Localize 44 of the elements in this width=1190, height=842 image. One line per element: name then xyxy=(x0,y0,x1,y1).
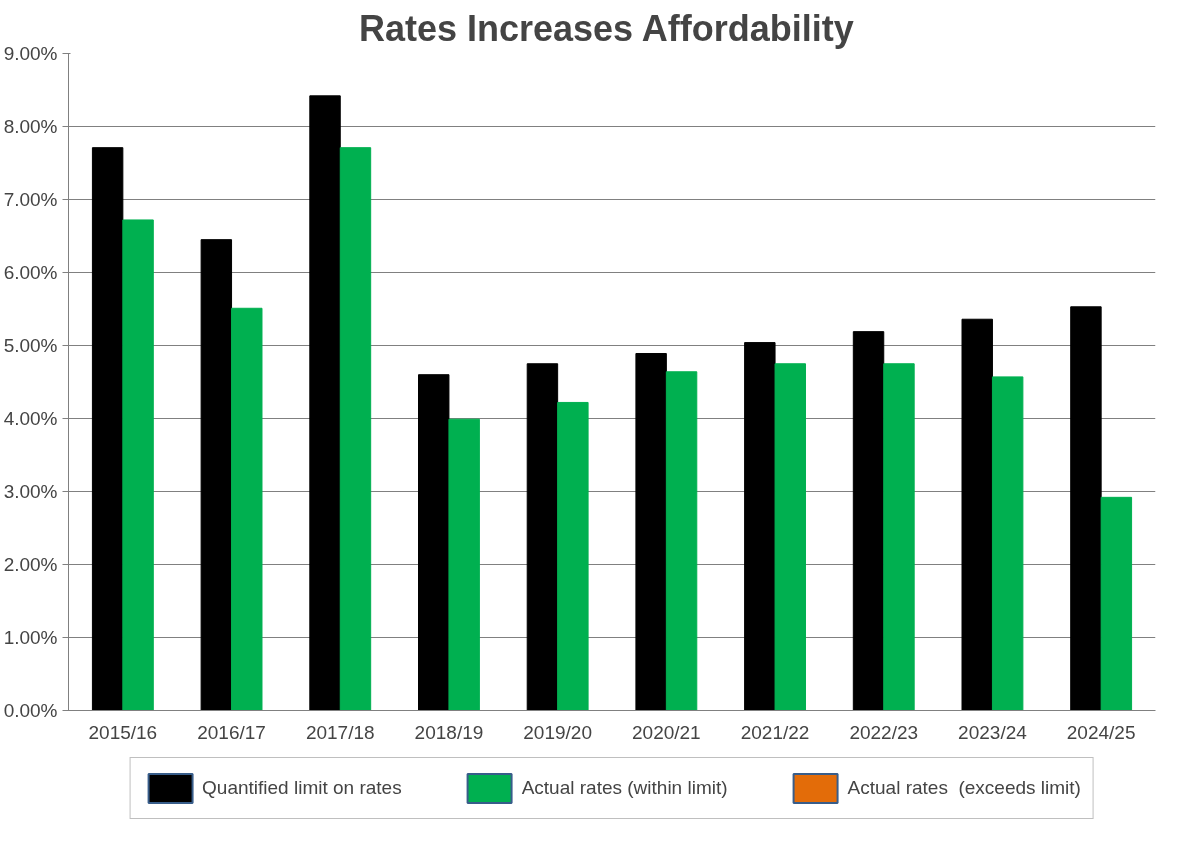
bar xyxy=(231,307,263,711)
bar xyxy=(200,239,233,711)
y-tick-label: 8.00% xyxy=(3,116,58,137)
x-tick-label: 2021/22 xyxy=(740,721,810,743)
bar xyxy=(309,95,341,711)
bar xyxy=(883,363,915,711)
x-tick-label: 2019/20 xyxy=(523,721,592,743)
x-tick-label: 2023/24 xyxy=(958,721,1028,743)
x-tick-label: 2015/16 xyxy=(88,721,158,743)
bar xyxy=(665,371,698,711)
bar xyxy=(122,219,154,711)
y-tick-label: 2.00% xyxy=(3,554,58,575)
bar xyxy=(1070,306,1102,711)
x-tick-label: 2022/23 xyxy=(849,721,919,743)
y-tick-label: 5.00% xyxy=(3,335,58,356)
y-tick-label: 9.00% xyxy=(3,43,58,64)
y-tick-label: 6.00% xyxy=(3,262,58,283)
bar xyxy=(418,374,450,711)
x-tick-label: 2016/17 xyxy=(197,721,266,743)
bar xyxy=(339,147,372,711)
bar xyxy=(744,342,776,711)
chart-title: Rates Increases Affordability xyxy=(358,7,854,49)
bar xyxy=(91,147,124,711)
bar xyxy=(557,401,589,711)
y-tick-label: 0.00% xyxy=(3,700,58,721)
y-tick-label: 3.00% xyxy=(3,481,58,502)
legend-label: Actual rates (within limit) xyxy=(521,776,728,799)
x-tick-label: 2017/18 xyxy=(305,721,375,743)
bar xyxy=(961,318,993,711)
x-tick-label: 2020/21 xyxy=(632,721,701,743)
bar xyxy=(774,363,806,711)
bar xyxy=(991,376,1024,711)
legend-label: Actual rates (exceeds limit) xyxy=(847,776,1081,799)
legend-label: Quantified limit on rates xyxy=(202,776,402,799)
bar xyxy=(526,363,559,711)
bar xyxy=(635,353,667,711)
x-tick-label: 2018/19 xyxy=(414,721,484,743)
x-tick-label: 2024/25 xyxy=(1066,721,1136,743)
y-tick-label: 7.00% xyxy=(3,189,58,210)
bar xyxy=(852,331,885,711)
bar xyxy=(448,418,480,711)
y-tick-label: 4.00% xyxy=(3,408,58,429)
y-tick-label: 1.00% xyxy=(3,627,58,648)
bar xyxy=(1100,496,1133,711)
